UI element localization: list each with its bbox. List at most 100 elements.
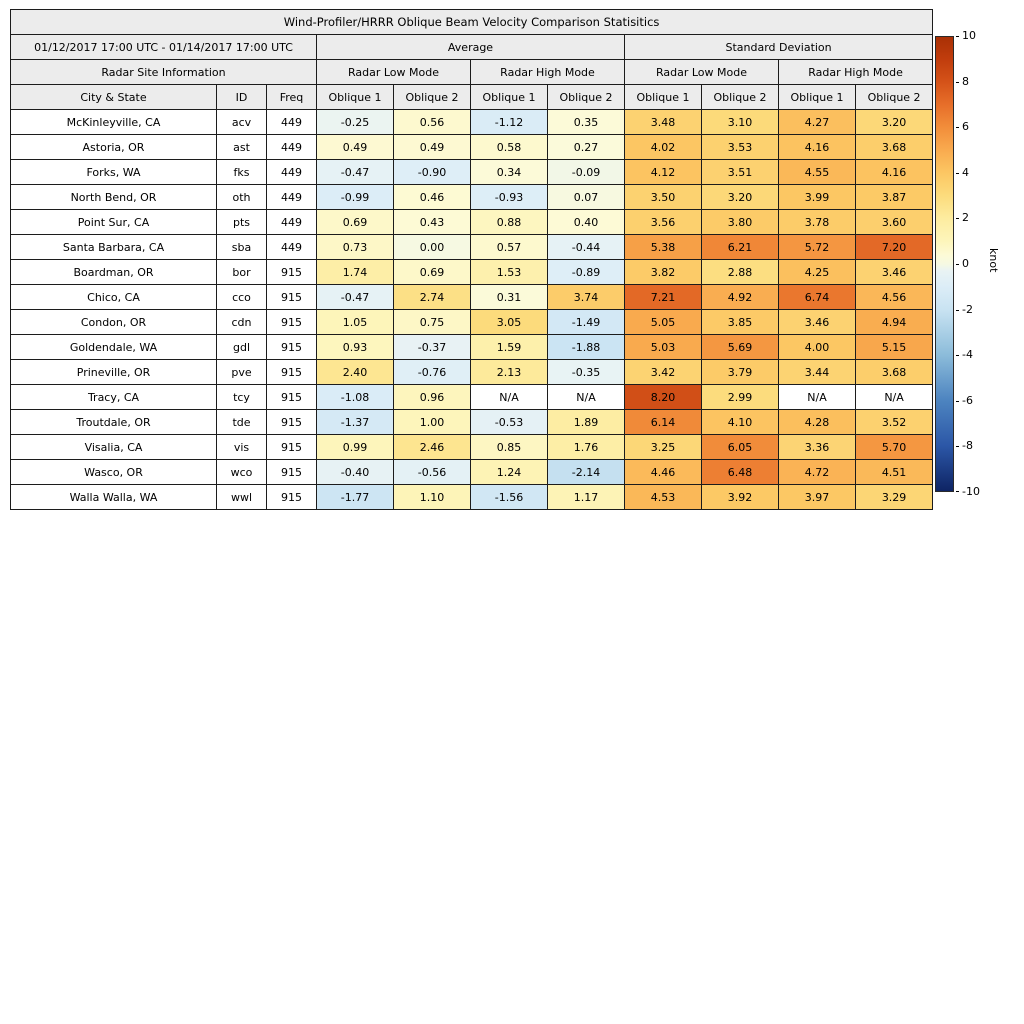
value-cell: 4.10: [701, 409, 779, 435]
city-cell: Wasco, OR: [10, 459, 217, 485]
colorbar-tick-mark: [956, 400, 959, 402]
value-cell: 3.68: [854, 134, 934, 160]
colorbar-tick-mark: [956, 309, 959, 311]
value-cell: 3.46: [778, 309, 856, 335]
value-cell: 5.70: [854, 434, 934, 460]
value-cell: 1.24: [470, 459, 548, 485]
colorbar-tick-label: -6: [962, 393, 973, 407]
value-cell: N/A: [470, 384, 548, 410]
value-cell: 3.53: [701, 134, 779, 160]
city-state-column-header: City & State: [10, 84, 217, 110]
id-cell: acv: [216, 109, 267, 135]
colorbar-tick-label: -8: [962, 439, 973, 453]
colorbar-tick-mark: [956, 81, 959, 83]
freq-cell: 915: [266, 484, 317, 510]
colorbar-tick-label: -10: [962, 485, 980, 498]
value-cell: 5.72: [778, 234, 856, 260]
colorbar-tick-label: -2: [962, 302, 973, 316]
value-cell: -2.14: [547, 459, 625, 485]
id-cell: wco: [216, 459, 267, 485]
value-cell: 0.43: [393, 209, 471, 235]
colorbar-tick-mark: [956, 172, 959, 174]
value-cell: 3.79: [701, 359, 779, 385]
value-cell: -1.37: [316, 409, 394, 435]
mode-header-row: Radar Site Information Radar Low Mode Ra…: [10, 59, 934, 85]
freq-cell: 449: [266, 184, 317, 210]
freq-cell: 915: [266, 384, 317, 410]
oblique1-column-header: Oblique 1: [624, 84, 702, 110]
value-cell: 1.76: [547, 434, 625, 460]
id-cell: bor: [216, 259, 267, 285]
colorbar-tick-label: 10: [962, 29, 976, 42]
city-cell: Astoria, OR: [10, 134, 217, 160]
colorbar-unit-label: knot: [987, 248, 1000, 273]
value-cell: 1.17: [547, 484, 625, 510]
freq-cell: 915: [266, 359, 317, 385]
value-cell: 0.85: [470, 434, 548, 460]
value-cell: 1.00: [393, 409, 471, 435]
value-cell: 3.20: [854, 109, 934, 135]
value-cell: 3.50: [624, 184, 702, 210]
freq-cell: 449: [266, 134, 317, 160]
value-cell: 0.69: [316, 209, 394, 235]
value-cell: 3.87: [854, 184, 934, 210]
table-row: Condon, OR cdn 915 1.05 0.75 3.05 -1.49 5.05 3.8…: [10, 309, 934, 335]
value-cell: 3.68: [854, 359, 934, 385]
value-cell: 4.46: [624, 459, 702, 485]
value-cell: 0.34: [470, 159, 548, 185]
value-cell: 3.29: [854, 484, 934, 510]
value-cell: 1.10: [393, 484, 471, 510]
value-cell: 6.74: [778, 284, 856, 310]
value-cell: 2.88: [701, 259, 779, 285]
column-header-row: City & State ID Freq Oblique 1 Oblique 2…: [10, 84, 934, 110]
value-cell: 4.72: [778, 459, 856, 485]
value-cell: 4.51: [854, 459, 934, 485]
freq-cell: 915: [266, 284, 317, 310]
oblique2-column-header: Oblique 2: [854, 84, 934, 110]
table-row: Chico, CA cco 915 -0.47 2.74 0.31 3.74 7.21 4.92…: [10, 284, 934, 310]
city-cell: Visalia, CA: [10, 434, 217, 460]
colorbar-tick-label: 2: [962, 211, 969, 225]
colorbar-ticks: 10 8 6 4 2 0 -2 -4 -6 -8 -10: [956, 29, 996, 498]
average-group-header: Average: [316, 34, 625, 60]
value-cell: 4.00: [778, 334, 856, 360]
colorbar-tick-label: -4: [962, 348, 973, 362]
oblique2-column-header: Oblique 2: [701, 84, 779, 110]
colorbar: 10 8 6 4 2 0 -2 -4 -6 -8 -10 knot: [935, 29, 1020, 506]
id-cell: oth: [216, 184, 267, 210]
value-cell: 4.55: [778, 159, 856, 185]
value-cell: 4.53: [624, 484, 702, 510]
value-cell: 2.46: [393, 434, 471, 460]
id-cell: fks: [216, 159, 267, 185]
table-row: Boardman, OR bor 915 1.74 0.69 1.53 -0.89 3.82 2…: [10, 259, 934, 285]
oblique2-column-header: Oblique 2: [393, 84, 471, 110]
value-cell: 3.85: [701, 309, 779, 335]
freq-cell: 915: [266, 459, 317, 485]
value-cell: 6.05: [701, 434, 779, 460]
freq-cell: 449: [266, 209, 317, 235]
value-cell: 0.75: [393, 309, 471, 335]
period-label: 01/12/2017 17:00 UTC - 01/14/2017 17:00 …: [10, 34, 317, 60]
value-cell: -0.47: [316, 284, 394, 310]
id-cell: cdn: [216, 309, 267, 335]
value-cell: 0.58: [470, 134, 548, 160]
city-cell: North Bend, OR: [10, 184, 217, 210]
value-cell: -0.56: [393, 459, 471, 485]
colorbar-tick-label: 4: [962, 165, 969, 179]
value-cell: -0.90: [393, 159, 471, 185]
value-cell: 0.35: [547, 109, 625, 135]
value-cell: 4.16: [854, 159, 934, 185]
table-row: Astoria, OR ast 449 0.49 0.49 0.58 0.27 4.02 3.5…: [10, 134, 934, 160]
value-cell: -1.77: [316, 484, 394, 510]
value-cell: 3.36: [778, 434, 856, 460]
value-cell: 3.97: [778, 484, 856, 510]
id-cell: ast: [216, 134, 267, 160]
value-cell: 4.12: [624, 159, 702, 185]
freq-column-header: Freq: [266, 84, 317, 110]
value-cell: -0.09: [547, 159, 625, 185]
value-cell: 0.07: [547, 184, 625, 210]
value-cell: 0.56: [393, 109, 471, 135]
value-cell: 3.46: [854, 259, 934, 285]
value-cell: 0.31: [470, 284, 548, 310]
value-cell: -0.53: [470, 409, 548, 435]
